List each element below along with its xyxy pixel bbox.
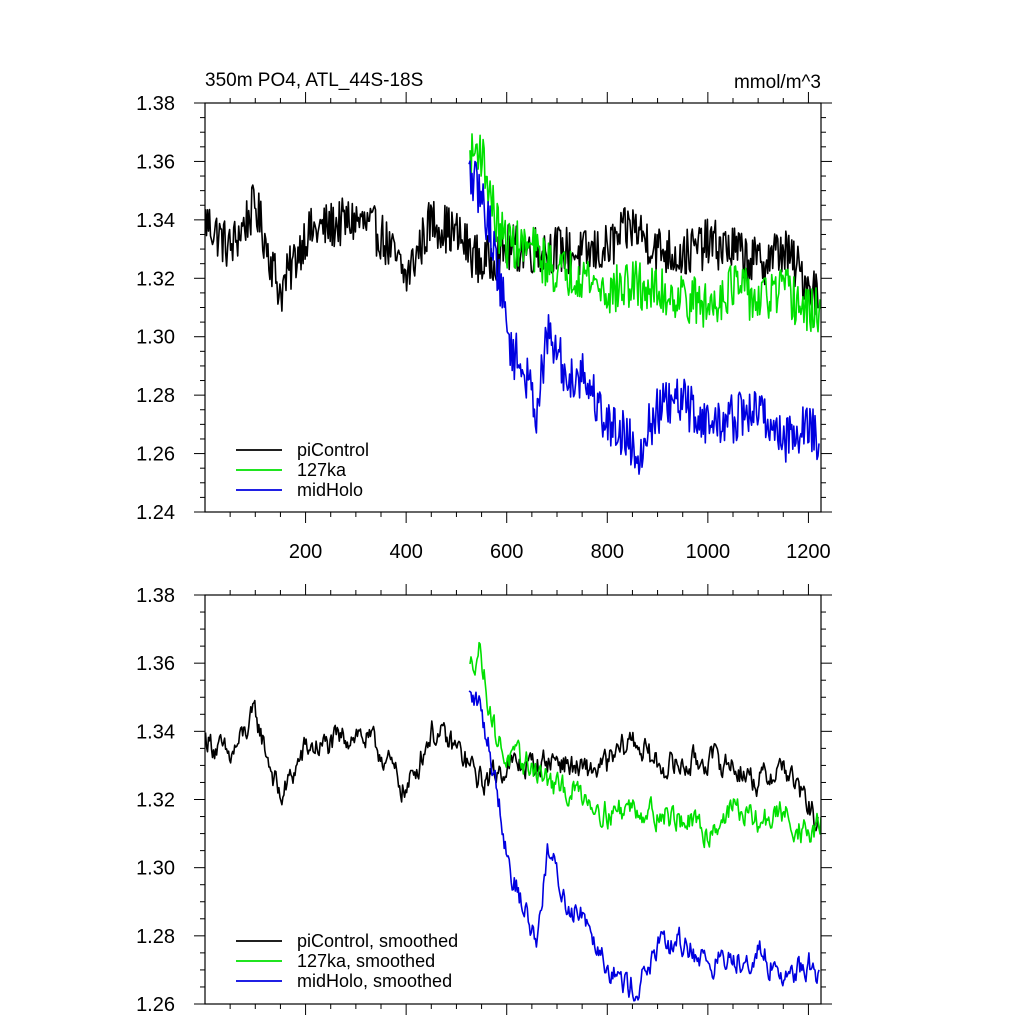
- y-tick-label: 1.30: [136, 327, 175, 349]
- bottom-panel-chart: 1.26 1.28 1.30 1.32 1.34 1.36 1.38 piControl, s…: [136, 584, 832, 1016]
- legend-label: 127ka: [297, 460, 347, 480]
- x-tick-label: 800: [591, 541, 624, 563]
- series-line-midholo-smoothed: [468, 690, 820, 1002]
- y-tick-label: 1.34: [136, 210, 175, 232]
- y-tick-label: 1.36: [136, 151, 175, 173]
- y-tick-label: 1.34: [136, 721, 175, 743]
- y-tick-label: 1.32: [136, 268, 175, 290]
- y-tick-label: 1.30: [136, 858, 175, 880]
- y-tick-label: 1.24: [136, 502, 175, 524]
- legend-label: piControl, smoothed: [297, 931, 458, 951]
- chart-title: 350m PO4, ATL_44S-18S: [205, 70, 423, 91]
- x-tick-label: 1000: [686, 541, 731, 563]
- x-tick-label: 1200: [786, 541, 831, 563]
- y-tick-label: 1.26: [136, 994, 175, 1016]
- legend-label: 127ka, smoothed: [297, 951, 435, 971]
- series-line-midholo: [468, 160, 820, 475]
- x-tick-label: 400: [389, 541, 422, 563]
- legend-label: midHolo: [297, 480, 363, 500]
- y-tick-label: 1.32: [136, 790, 175, 812]
- y-tick-label: 1.38: [136, 93, 175, 115]
- y-tick-label: 1.36: [136, 653, 175, 675]
- units-label: mmol/m^3: [734, 72, 821, 93]
- y-tick-label: 1.26: [136, 444, 175, 466]
- series-line-picontrol-smoothed: [205, 699, 819, 832]
- y-tick-label: 1.28: [136, 385, 175, 407]
- series-line-127ka-smoothed: [469, 641, 821, 849]
- y-tick-label: 1.28: [136, 926, 175, 948]
- series-line-picontrol: [205, 184, 819, 316]
- series-group: [205, 641, 821, 1002]
- x-tick-label: 600: [490, 541, 523, 563]
- top-panel-chart: 350m PO4, ATL_44S-18S mmol/m^3 200 400 600…: [136, 70, 832, 563]
- y-tick-label: 1.38: [136, 585, 175, 607]
- legend-label: piControl: [297, 440, 369, 460]
- x-tick-label: 200: [289, 541, 322, 563]
- series-line-127ka: [469, 133, 821, 333]
- legend-label: midHolo, smoothed: [297, 971, 452, 991]
- series-group: [205, 133, 821, 475]
